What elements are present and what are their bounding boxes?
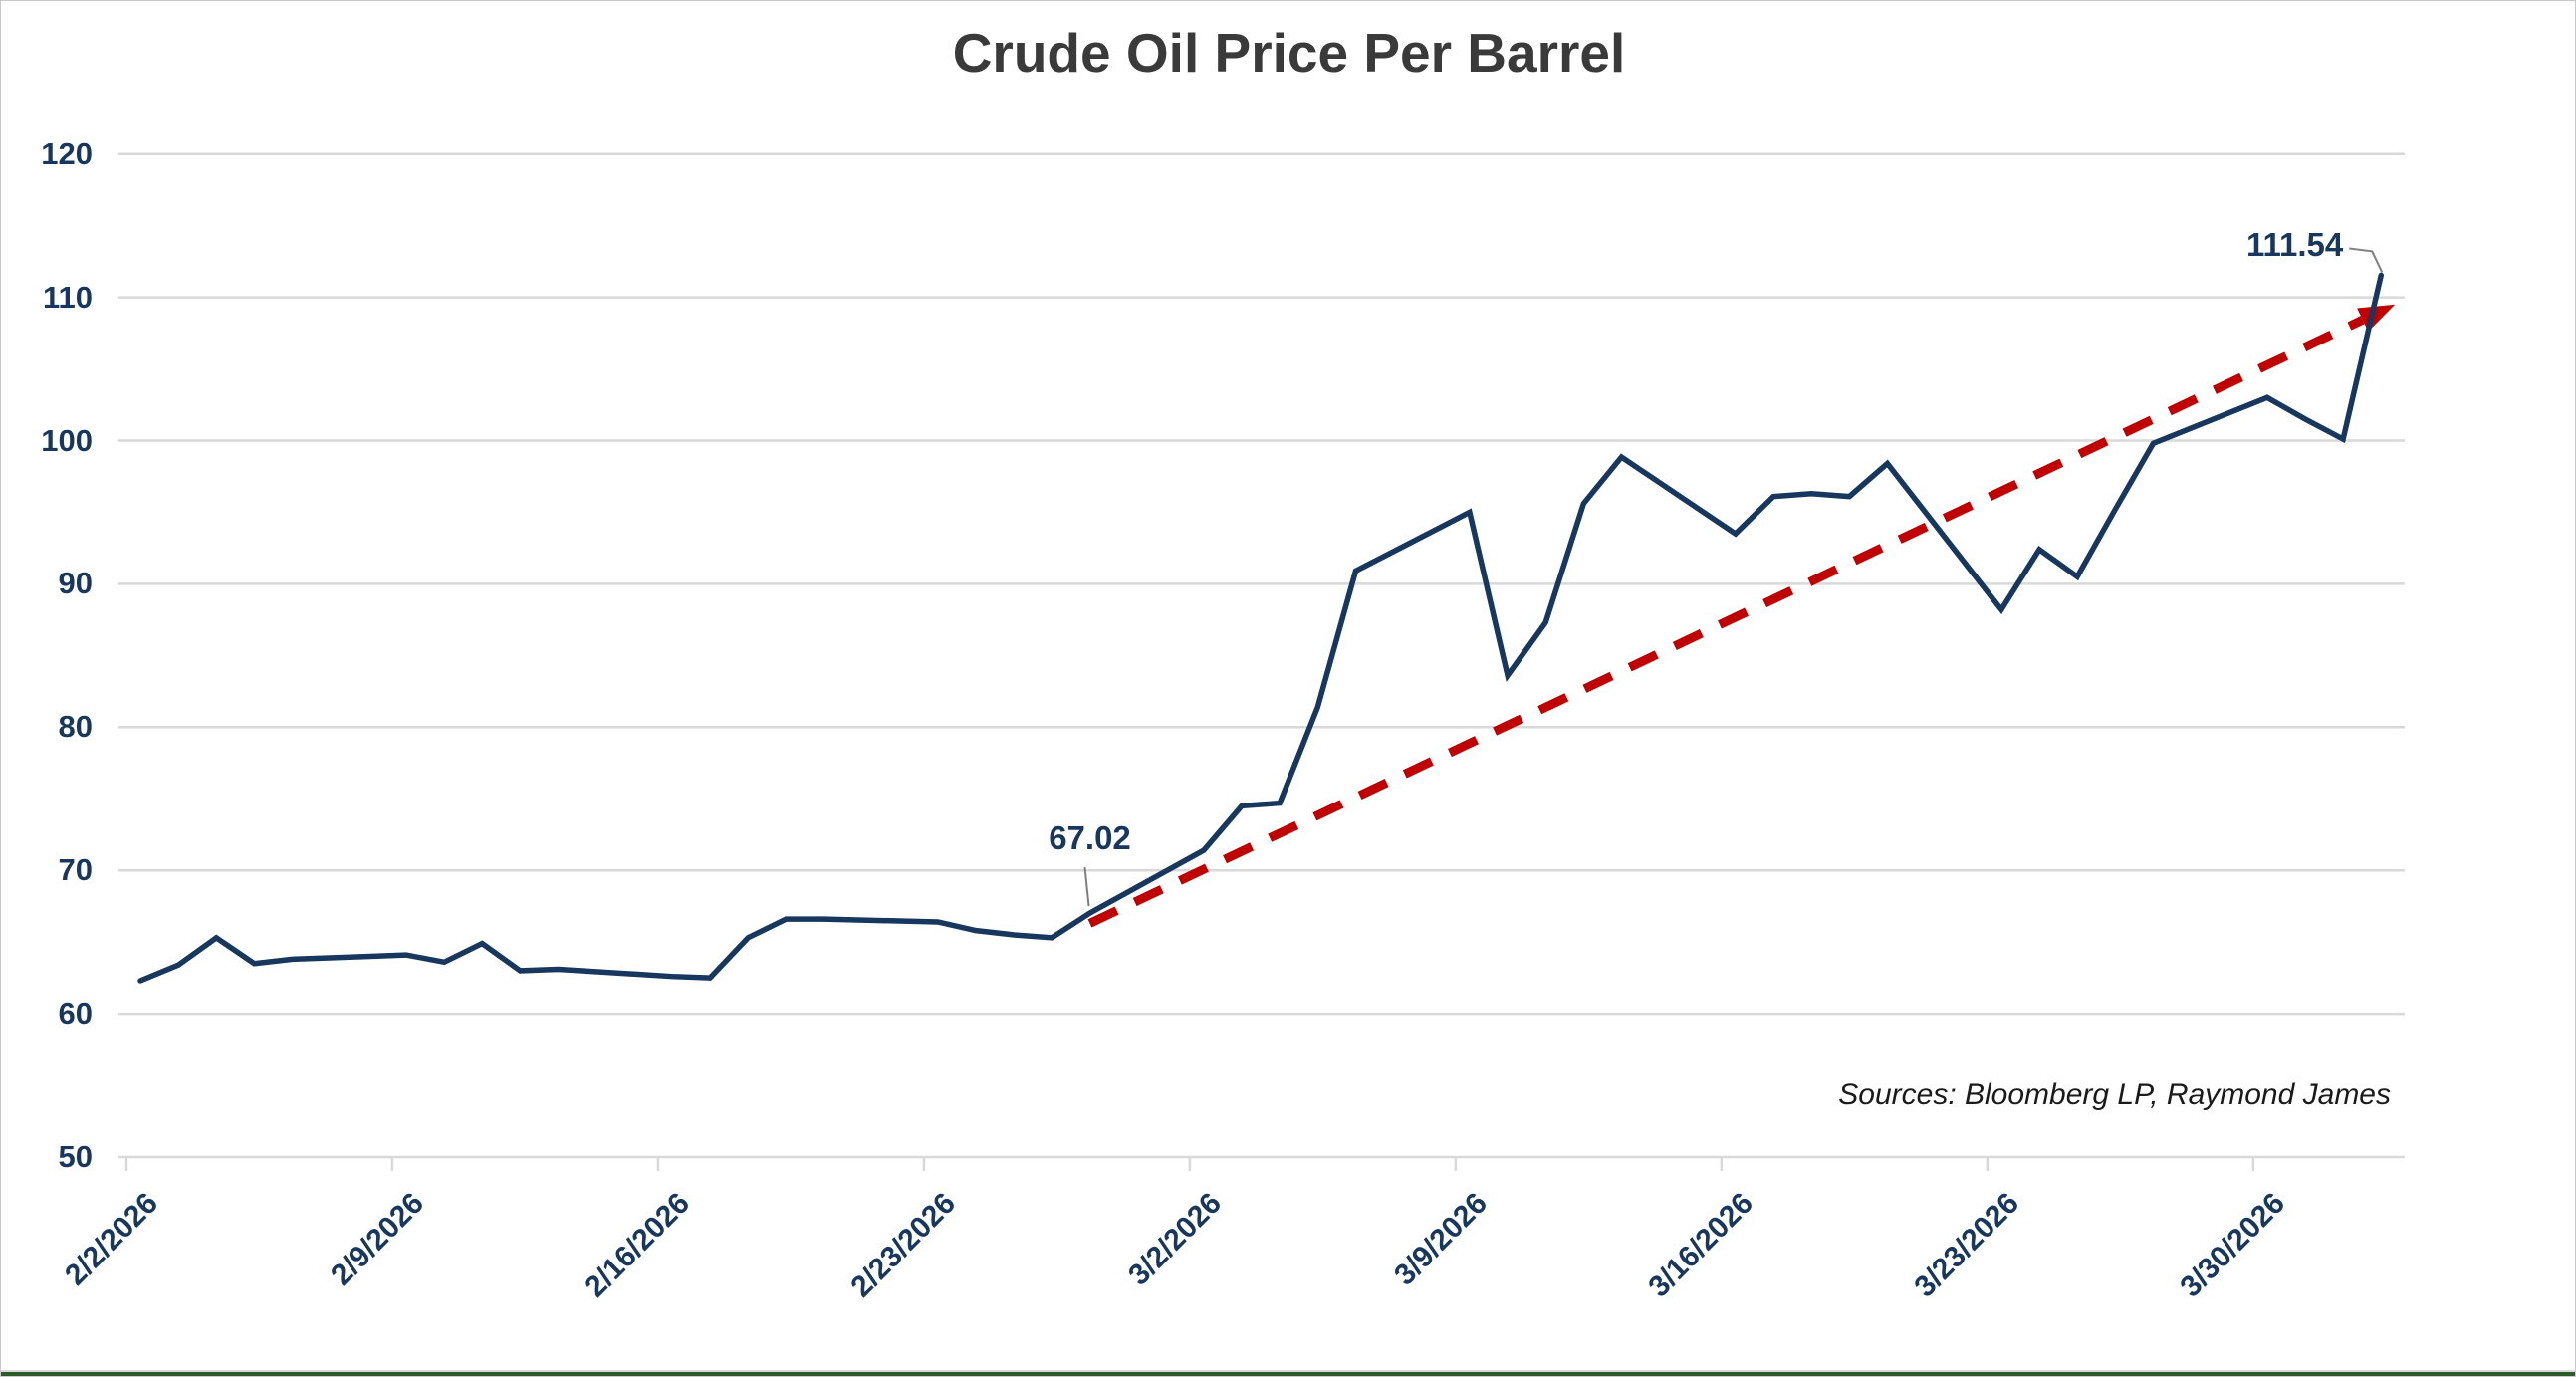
trendline-arrowhead	[2357, 304, 2396, 332]
source-note: Sources: Bloomberg LP, Raymond James	[1838, 1078, 2391, 1111]
annotation-start-value: 67.02	[1049, 819, 1131, 857]
price-line	[137, 272, 2385, 984]
y-axis-label-100: 100	[41, 422, 93, 458]
annotation-end-value: 111.54	[2245, 226, 2344, 264]
y-axis-label-70: 70	[58, 852, 93, 888]
y-axis-label-80: 80	[58, 709, 93, 745]
y-axis-label-60: 60	[58, 996, 93, 1032]
y-axis-label-120: 120	[41, 135, 93, 171]
y-axis-label-50: 50	[58, 1139, 93, 1174]
callout-line-start	[1083, 866, 1090, 907]
chart-title: Crude Oil Price Per Barrel	[952, 22, 1626, 84]
y-axis-label-90: 90	[58, 566, 93, 601]
callout-line-end	[2349, 247, 2384, 273]
y-axis-label-110: 110	[42, 279, 93, 315]
trendline-dashed	[1087, 316, 2365, 928]
brand-bottom-bar	[1, 1370, 2575, 1376]
